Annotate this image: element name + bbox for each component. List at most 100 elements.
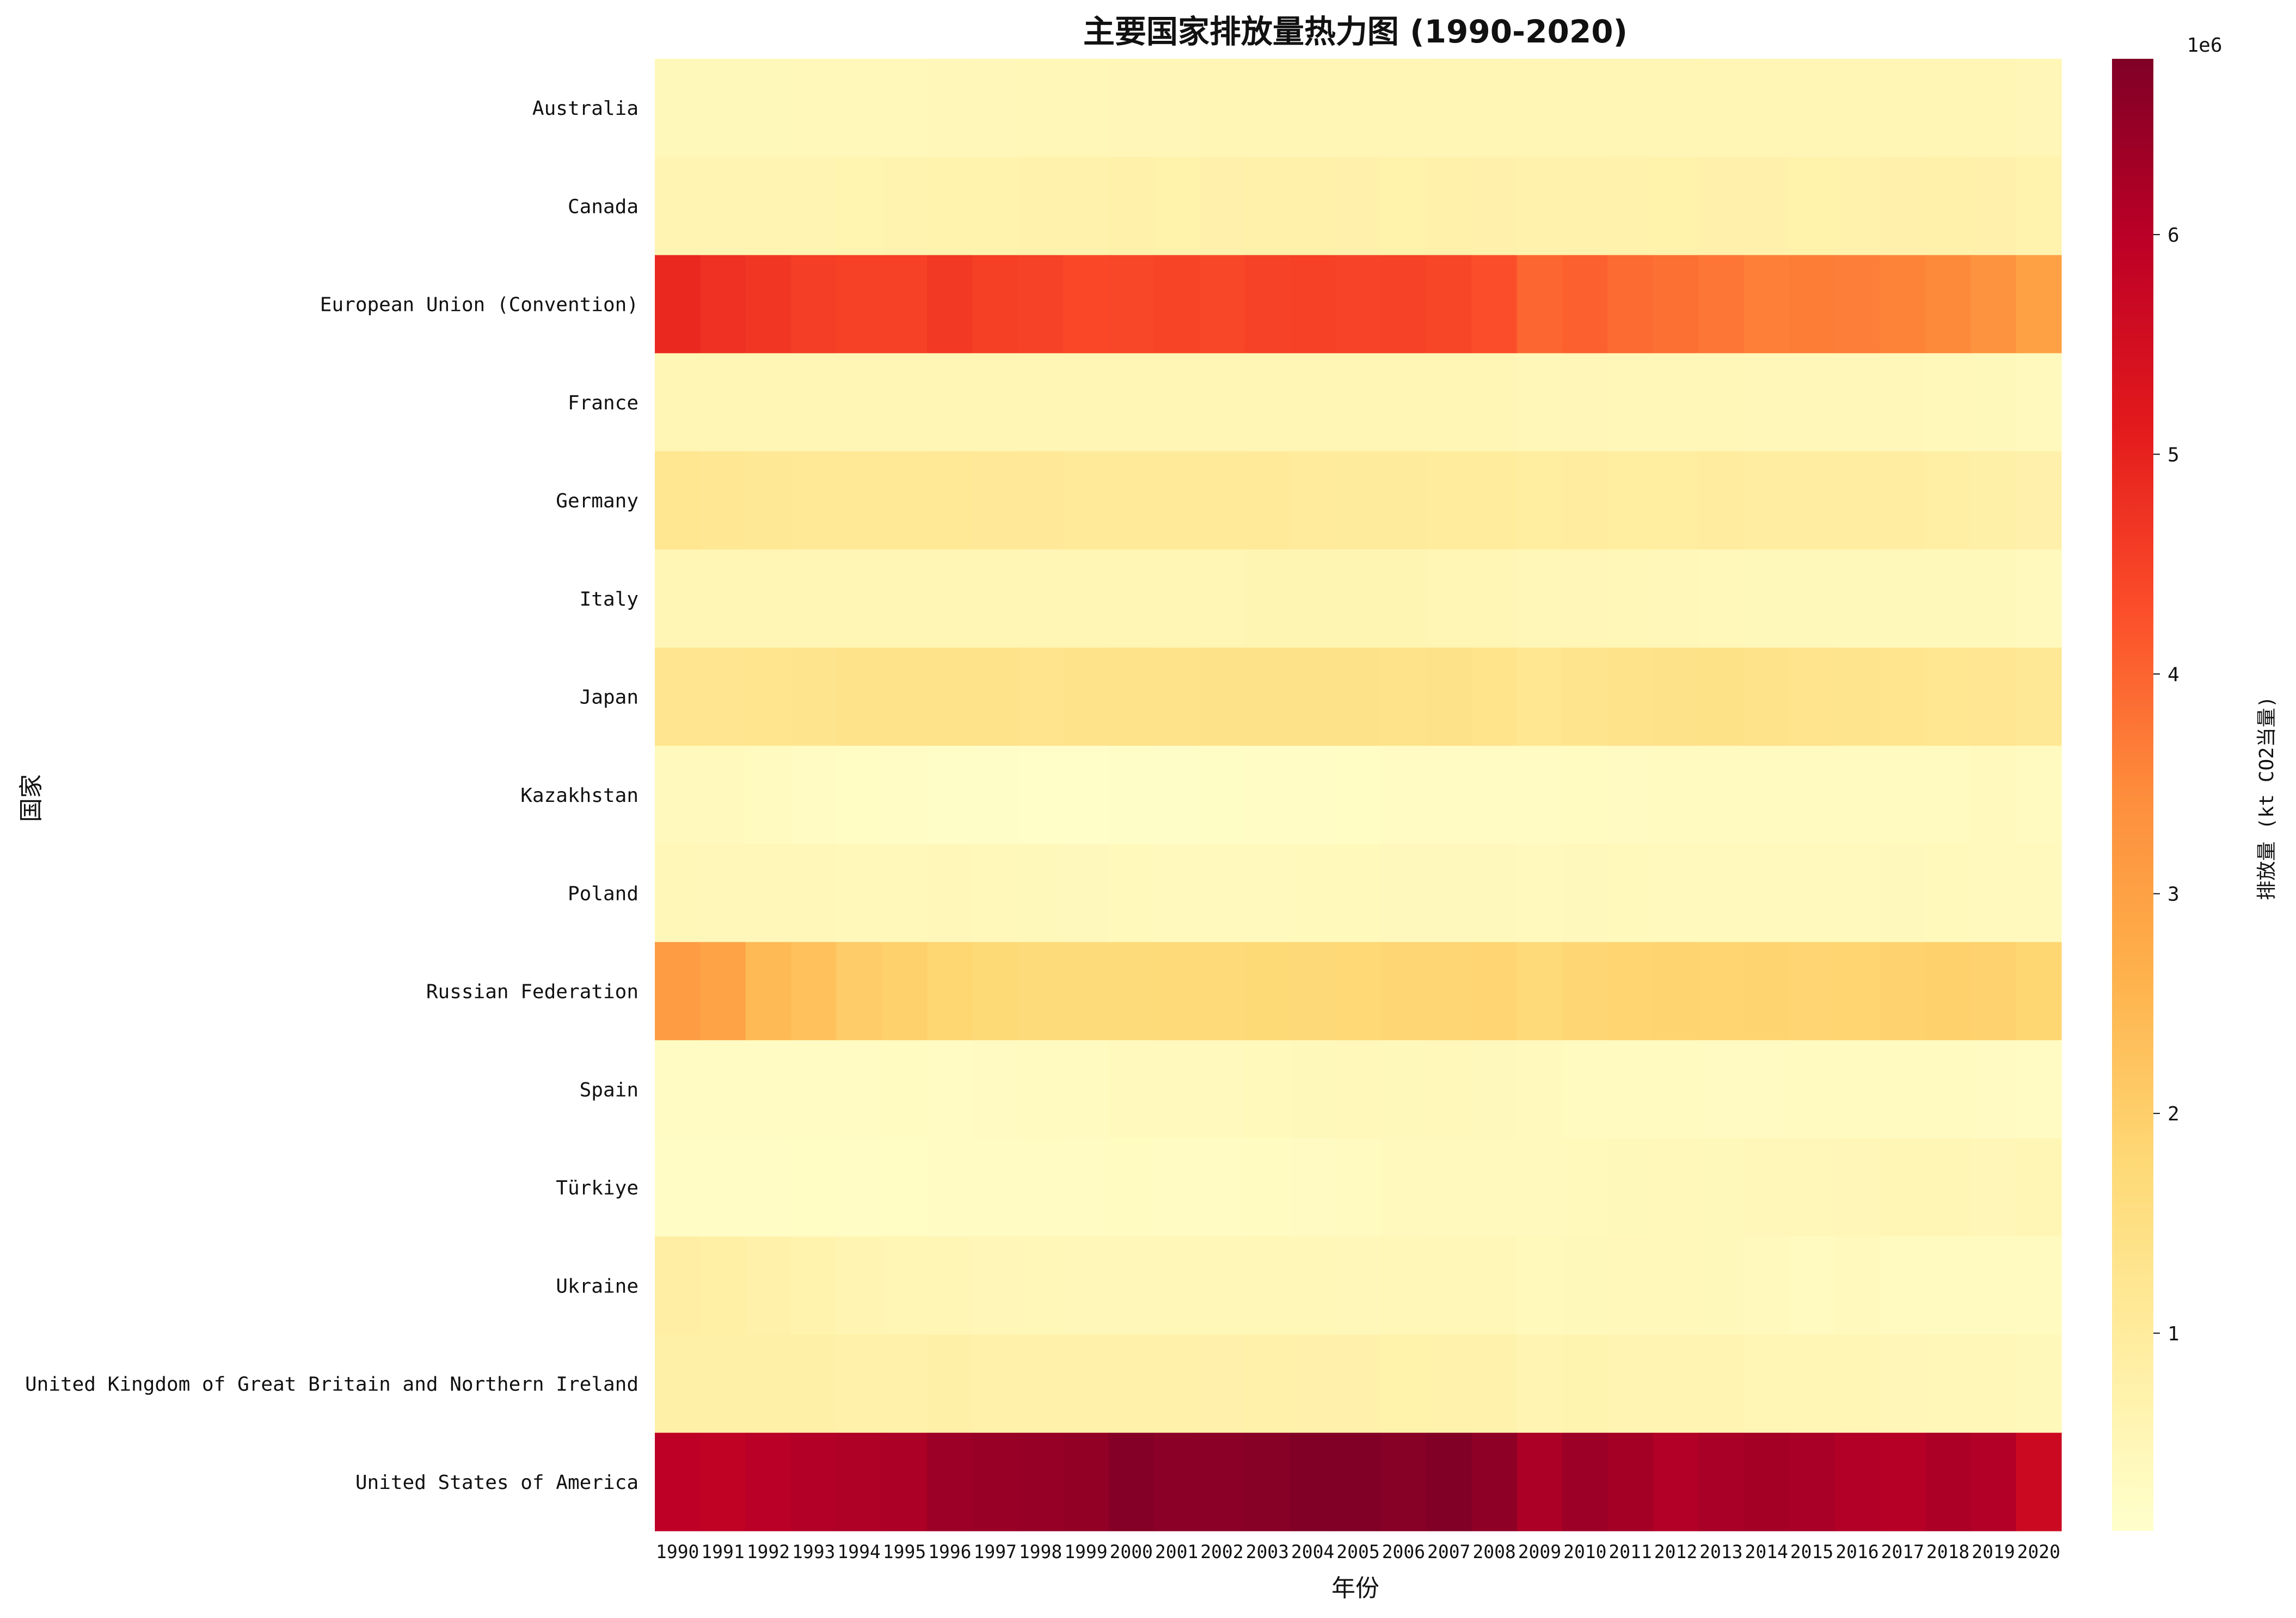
heatmap-cell: [1290, 844, 1336, 942]
heatmap-cell: [1063, 59, 1109, 157]
heatmap-cell: [1199, 1432, 1245, 1531]
heatmap-cell: [1789, 1138, 1835, 1237]
heatmap-cell: [1335, 1040, 1382, 1139]
heatmap-cell: [791, 157, 837, 256]
heatmap-cell: [1199, 451, 1245, 550]
heatmap-cell: [972, 1334, 1018, 1433]
heatmap-cell: [2016, 1138, 2062, 1237]
heatmap-cell: [881, 745, 928, 844]
heatmap-cell: [881, 942, 928, 1041]
x-tick-label: 1992: [747, 1541, 790, 1563]
heatmap-cell: [1108, 1334, 1155, 1433]
heatmap-cell: [1517, 1334, 1563, 1433]
heatmap-cell: [700, 1432, 746, 1531]
heatmap-cell: [1244, 647, 1291, 746]
y-tick-label: Japan: [580, 687, 639, 709]
heatmap-cell: [881, 549, 928, 648]
heatmap-cell: [1199, 549, 1245, 648]
heatmap-cell: [836, 647, 882, 746]
heatmap-cell: [1199, 942, 1245, 1041]
heatmap-cell: [1290, 1236, 1336, 1335]
heatmap-cell: [1698, 549, 1745, 648]
heatmap-cell: [1834, 1236, 1881, 1335]
heatmap-cell: [1063, 549, 1109, 648]
y-tick-label: Spain: [580, 1079, 639, 1101]
heatmap-cell: [927, 1236, 973, 1335]
heatmap-cell: [1108, 844, 1155, 942]
heatmap-cell: [1698, 1040, 1745, 1139]
heatmap-cell: [1426, 745, 1472, 844]
x-tick-label: 1997: [974, 1541, 1017, 1563]
heatmap-cell: [1653, 1040, 1699, 1139]
heatmap-cell: [1834, 353, 1881, 452]
heatmap-cell: [1471, 1334, 1518, 1433]
heatmap-cell: [655, 1040, 701, 1139]
heatmap-cell: [1562, 549, 1609, 648]
y-tick-labels: Australia Canada European Union (Conventio…: [25, 97, 639, 1494]
heatmap-cell: [1335, 647, 1382, 746]
heatmap-cell: [1017, 647, 1064, 746]
heatmap-cell: [1517, 1236, 1563, 1335]
heatmap-cell: [836, 451, 882, 550]
y-tick-label: Kazakhstan: [520, 785, 639, 807]
heatmap-cell: [1607, 1432, 1654, 1531]
heatmap-cell: [791, 745, 837, 844]
heatmap-cell: [972, 451, 1018, 550]
heatmap-cell: [1063, 1334, 1109, 1433]
heatmap-cell: [1744, 745, 1790, 844]
heatmap-cell: [791, 353, 837, 452]
heatmap-cell: [1244, 255, 1291, 354]
heatmap-cell: [1335, 549, 1382, 648]
heatmap-cell: [836, 255, 882, 354]
heatmap-cell: [700, 59, 746, 157]
heatmap-cell: [1153, 59, 1200, 157]
x-tick-label: 1996: [928, 1541, 971, 1563]
x-tick-label: 1994: [837, 1541, 880, 1563]
heatmap-cell: [745, 1040, 791, 1139]
heatmap-cell: [1744, 255, 1790, 354]
heatmap-cell: [1108, 647, 1155, 746]
heatmap-cell: [1063, 451, 1109, 550]
heatmap-cell: [836, 59, 882, 157]
heatmap-cell: [1290, 942, 1336, 1041]
colorbar-tick-label: 3: [2168, 884, 2180, 906]
heatmap-cell: [1744, 59, 1790, 157]
heatmap-cell: [655, 647, 701, 746]
heatmap-cell: [1108, 745, 1155, 844]
heatmap-cell: [745, 942, 791, 1041]
heatmap-cell: [881, 451, 928, 550]
heatmap-cell: [1108, 1040, 1155, 1139]
heatmap-cell: [881, 1236, 928, 1335]
colorbar-label: 排放量 (kt CO2当量): [2256, 696, 2278, 900]
heatmap-cell: [1426, 1138, 1472, 1237]
heatmap-cell: [1653, 59, 1699, 157]
heatmap-cell: [972, 353, 1018, 452]
heatmap-cell: [1744, 353, 1790, 452]
heatmap-cell: [1607, 549, 1654, 648]
heatmap-cell: [1199, 647, 1245, 746]
heatmap-cell: [700, 353, 746, 452]
heatmap-cell: [700, 844, 746, 942]
heatmap-cell: [1880, 255, 1926, 354]
heatmap-cell: [1153, 1236, 1200, 1335]
heatmap-cell: [1653, 942, 1699, 1041]
heatmap-cell: [2016, 1432, 2062, 1531]
heatmap-cell: [2016, 844, 2062, 942]
heatmap-cell: [1290, 1040, 1336, 1139]
heatmap-cell: [881, 255, 928, 354]
heatmap-cell: [1653, 451, 1699, 550]
heatmap-cell: [1063, 255, 1109, 354]
heatmap-cell: [791, 451, 837, 550]
heatmap-cell: [655, 1334, 701, 1433]
heatmap-cell: [1017, 1236, 1064, 1335]
heatmap-cell: [1970, 1138, 2017, 1237]
heatmap-cell: [1380, 844, 1427, 942]
heatmap-cell: [1925, 157, 1971, 256]
x-tick-label: 2004: [1291, 1541, 1334, 1563]
heatmap-cell: [1017, 1432, 1064, 1531]
heatmap-cell: [1108, 1432, 1155, 1531]
heatmap-cell: [1244, 451, 1291, 550]
heatmap-cell: [1698, 255, 1745, 354]
heatmap-cell: [927, 1432, 973, 1531]
